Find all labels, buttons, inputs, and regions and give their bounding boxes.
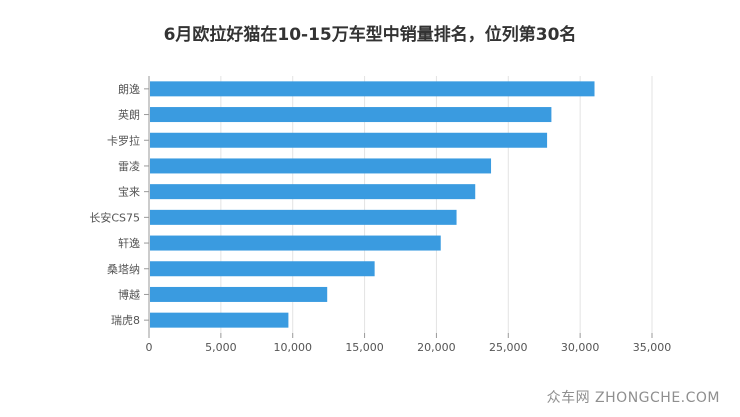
x-tick-label: 10,000	[273, 341, 312, 354]
x-tick-label: 0	[146, 341, 153, 354]
bar	[150, 312, 289, 328]
bar	[150, 235, 441, 251]
bar	[150, 261, 375, 277]
x-tick-label: 30,000	[561, 341, 600, 354]
x-tick-label: 5,000	[205, 341, 237, 354]
tick-labels: 0 5,000 10,000 15,000 20,000 25,000 30,000 35,0…	[89, 83, 671, 354]
y-tick-label: 博越	[118, 287, 140, 301]
x-tick-label: 15,000	[345, 341, 384, 354]
bar	[150, 158, 492, 174]
x-tick-label: 20,000	[417, 341, 456, 354]
y-tick-label: 长安CS75	[89, 210, 140, 224]
bar	[150, 107, 552, 123]
bar	[150, 184, 476, 200]
x-tick-label: 25,000	[489, 341, 528, 354]
bars	[150, 81, 595, 328]
y-tick-label: 桑塔纳	[107, 263, 140, 276]
y-tick-label: 瑞虎8	[111, 313, 140, 327]
bar	[150, 209, 457, 225]
y-tick-label: 宝来	[118, 185, 140, 199]
watermark-text: 众车网 ZHONGCHE.COM	[546, 390, 720, 406]
y-tick-label: 朗逸	[118, 83, 140, 96]
chart-title: 6月欧拉好猫在10-15万车型中销量排名，位列第30名	[163, 25, 577, 45]
y-tick-label: 雷凌	[118, 159, 140, 173]
x-tick-label: 35,000	[633, 341, 672, 354]
axes	[144, 76, 653, 338]
bar	[150, 132, 548, 148]
bar	[150, 81, 595, 97]
y-tick-label: 英朗	[118, 108, 140, 122]
bar	[150, 286, 328, 302]
y-tick-label: 卡罗拉	[107, 133, 140, 147]
y-tick-label: 轩逸	[118, 236, 140, 250]
